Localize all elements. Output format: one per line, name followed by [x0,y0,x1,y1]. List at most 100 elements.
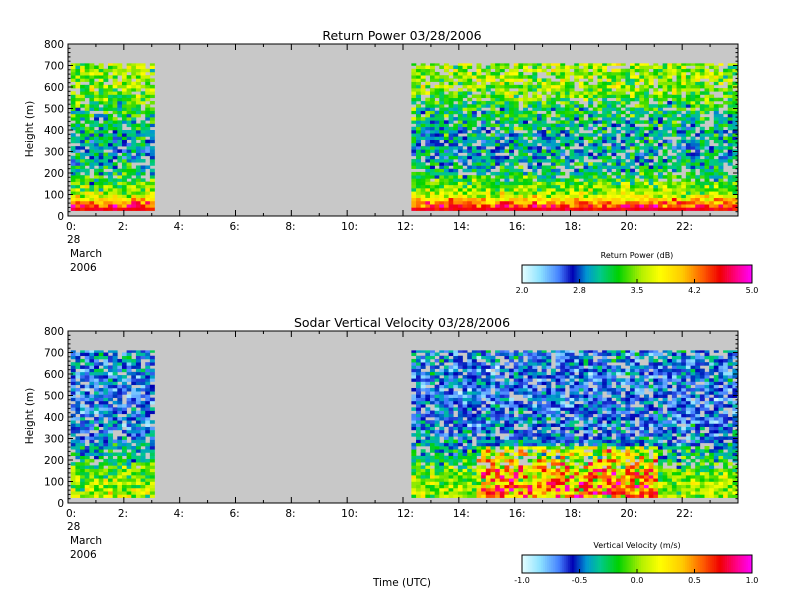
heatmap-cell [481,82,486,86]
heatmap-cell [145,91,150,95]
heatmap-cell [127,69,132,73]
heatmap-cell [99,404,104,408]
heatmap-cell [122,365,127,369]
heatmap-cell [593,156,598,160]
heatmap-cell [723,91,728,95]
heatmap-cell [117,201,122,205]
heatmap-cell [644,169,649,173]
heatmap-cell [71,423,76,427]
heatmap-cell [435,140,440,144]
heatmap-cell [421,182,426,186]
heatmap-cell [546,124,551,128]
heatmap-cell [551,165,556,169]
heatmap-cell [607,146,612,150]
heatmap-cell [588,78,593,82]
heatmap-cell [453,169,458,173]
heatmap-cell [141,98,146,102]
heatmap-cell [430,462,435,466]
heatmap-cell [509,98,514,102]
heatmap-cell [705,91,710,95]
heatmap-cell [602,66,607,70]
heatmap-cell [430,191,435,195]
heatmap-cell [71,124,76,128]
heatmap-cell [630,191,635,195]
heatmap-cell [556,75,561,79]
heatmap-cell [136,188,141,192]
heatmap-cell [723,172,728,176]
heatmap-cell [421,91,426,95]
heatmap-cell [416,143,421,147]
heatmap-cell [616,146,621,150]
heatmap-cell [145,485,150,489]
heatmap-cell [490,98,495,102]
heatmap-cell [709,127,714,131]
heatmap-cell [565,162,570,166]
heatmap-cell [616,114,621,118]
heatmap-cell [663,195,668,199]
heatmap-cell [588,156,593,160]
heatmap-cell [411,107,416,111]
heatmap-cell [532,169,537,173]
heatmap-cell [117,95,122,99]
heatmap-cell [136,359,141,363]
heatmap-cell [709,182,714,186]
heatmap-cell [141,469,146,473]
heatmap-cell [537,185,542,189]
heatmap-cell [523,178,528,182]
heatmap-cell [103,172,108,176]
heatmap-cell [463,369,468,373]
heatmap-cell [145,385,150,389]
heatmap-cell [103,195,108,199]
heatmap-cell [677,117,682,121]
heatmap-cell [150,195,155,199]
heatmap-cell [551,153,556,157]
heatmap-cell [89,394,94,398]
heatmap-cell [453,440,458,444]
heatmap-cell [532,165,537,169]
heatmap-cell [141,372,146,376]
heatmap-cell [449,411,454,415]
heatmap-cell [439,494,444,498]
heatmap-cell [99,482,104,486]
heatmap-cell [108,101,113,105]
colorbar-swatch [528,265,530,283]
heatmap-cell [728,153,733,157]
heatmap-cell [411,88,416,92]
heatmap-cell [449,140,454,144]
heatmap-cell [108,430,113,434]
heatmap-cell [463,136,468,140]
heatmap-cell [430,101,435,105]
heatmap-cell [94,185,99,189]
heatmap-cell [80,353,85,357]
heatmap-cell [425,350,430,352]
heatmap-cell [463,494,468,498]
heatmap-cell [136,130,141,134]
heatmap-cell [611,124,616,128]
heatmap-cell [444,423,449,427]
heatmap-cell [472,159,477,163]
heatmap-cell [435,394,440,398]
heatmap-cell [449,172,454,176]
heatmap-cell [430,124,435,128]
heatmap-cell [574,63,579,65]
heatmap-cell [122,440,127,444]
heatmap-cell [103,140,108,144]
heatmap-cell [449,404,454,408]
heatmap-cell [714,78,719,82]
heatmap-cell [509,207,514,211]
heatmap-cell [411,459,416,463]
heatmap-cell [117,398,122,402]
heatmap-cell [467,414,472,418]
heatmap-cell [141,169,146,173]
heatmap-cell [490,75,495,79]
heatmap-cell [691,63,696,65]
heatmap-cell [700,75,705,79]
heatmap-cell [141,178,146,182]
heatmap-cell [453,401,458,405]
heatmap-cell [444,385,449,389]
heatmap-cell [714,204,719,208]
heatmap-cell [453,475,458,479]
heatmap-cell [80,391,85,395]
heatmap-cell [607,207,612,211]
heatmap-cell [425,149,430,153]
